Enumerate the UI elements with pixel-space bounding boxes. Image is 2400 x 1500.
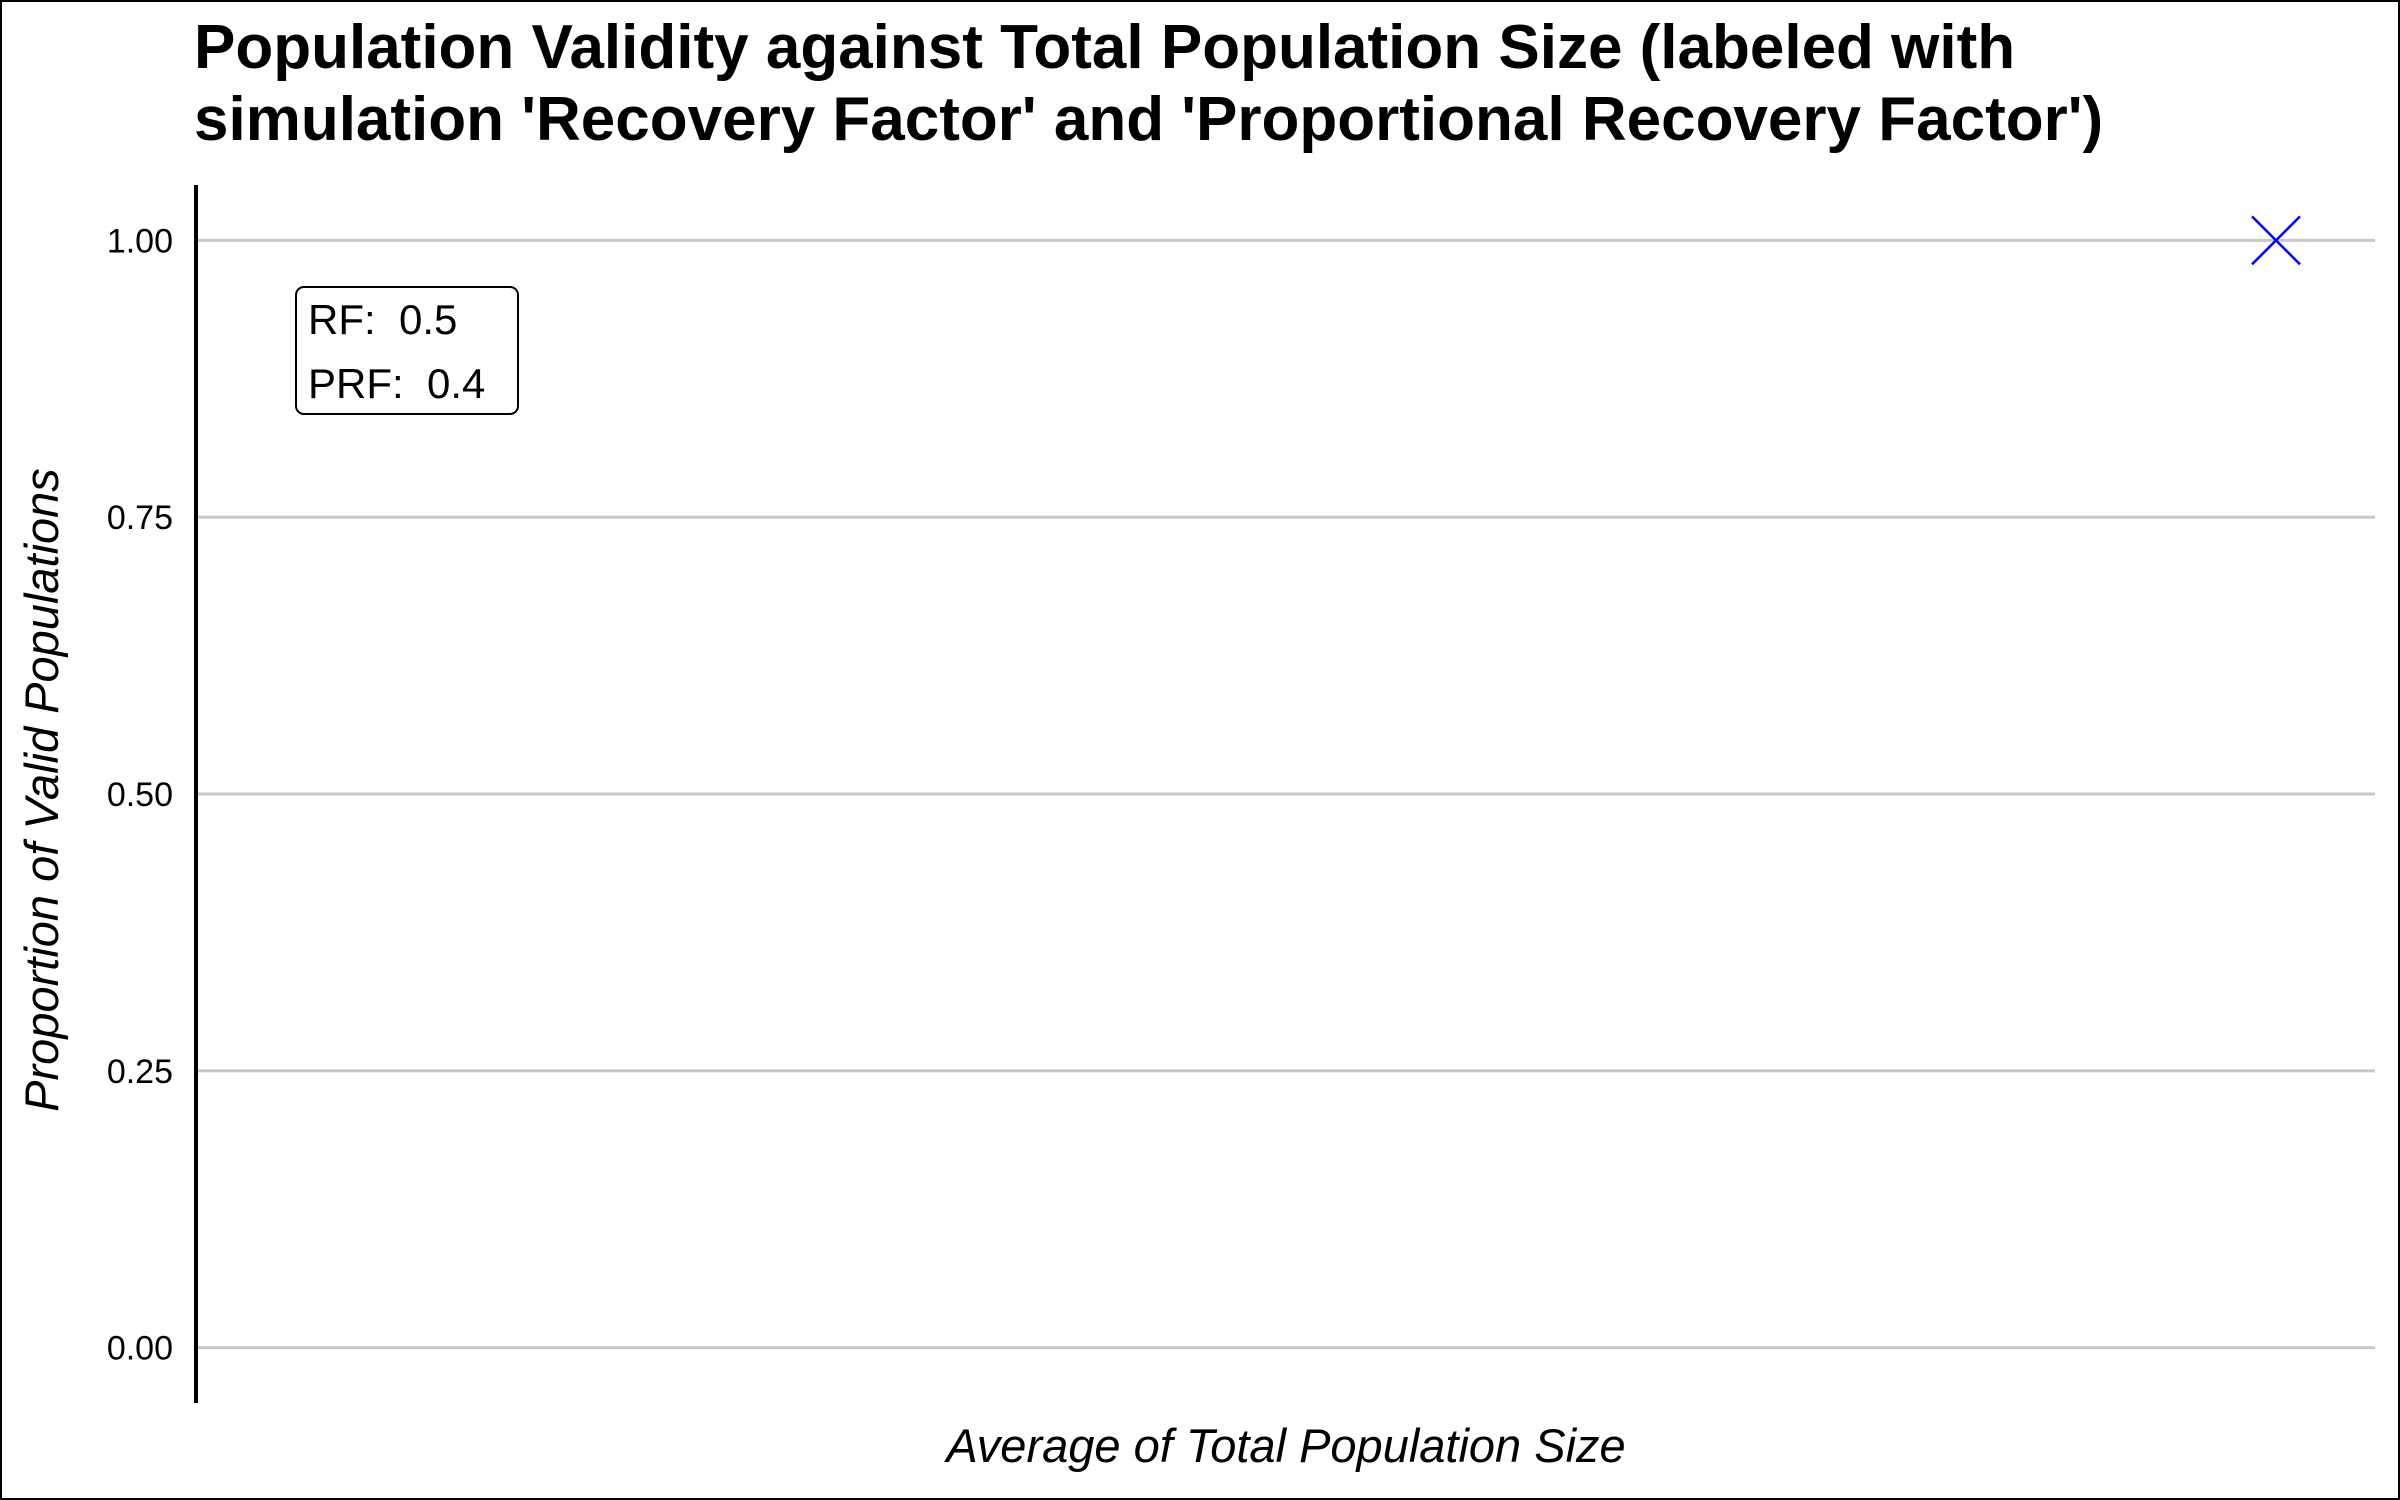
annotation-box-border xyxy=(295,286,519,415)
y-tick-label-3: 0.75 xyxy=(107,499,173,537)
gridlines xyxy=(196,238,2375,1350)
y-tick-label-4: 1.00 xyxy=(107,222,173,260)
chart-title-line-2: simulation 'Recovery Factor' and 'Propor… xyxy=(194,85,2104,154)
y-tick-label-1: 0.25 xyxy=(107,1053,173,1091)
y-axis-title: Proportion of Valid Populations xyxy=(15,468,68,1112)
chart-title-line-1: Population Validity against Total Popula… xyxy=(194,13,2016,82)
x-axis-title: Average of Total Population Size xyxy=(943,1419,1625,1472)
y-tick-label-0: 0.00 xyxy=(107,1330,173,1368)
annotation-prf-label: PRF: 0.4 xyxy=(308,360,485,407)
data-points xyxy=(2251,215,2301,266)
data-point-0-0 xyxy=(2251,215,2301,266)
annotation-box: RF: 0.5 PRF: 0.4 xyxy=(295,286,519,415)
annotation-rf-label: RF: 0.5 xyxy=(308,296,457,343)
y-tick-labels: 0.00 0.25 0.50 0.75 1.00 xyxy=(107,222,173,1367)
chart-title: Population Validity against Total Popula… xyxy=(194,12,2374,156)
y-tick-label-2: 0.50 xyxy=(107,776,173,814)
